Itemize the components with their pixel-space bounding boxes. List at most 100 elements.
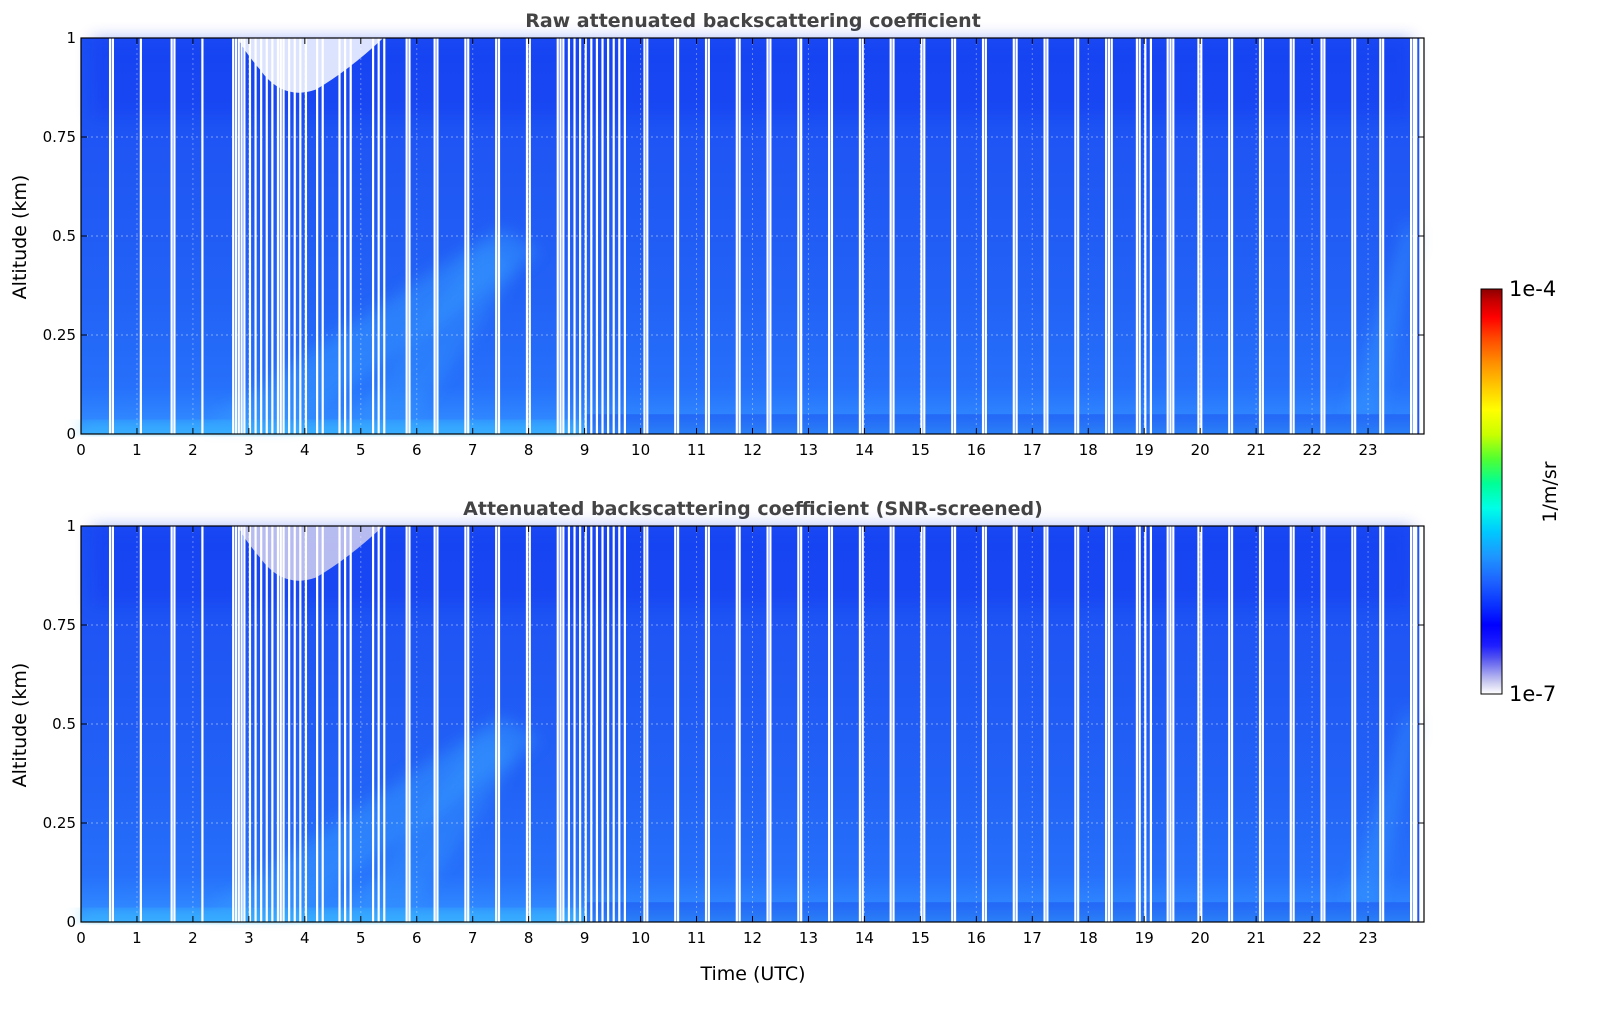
heatmap-area <box>81 526 1424 922</box>
data-gap <box>735 38 738 434</box>
data-gap <box>923 38 926 434</box>
data-gap <box>579 38 582 434</box>
colorbar-max-label: 1e-4 <box>1509 277 1556 301</box>
data-gap <box>1258 526 1262 922</box>
data-gap <box>1410 38 1413 434</box>
data-gap <box>304 38 308 434</box>
data-gap <box>623 38 626 434</box>
data-gap <box>1043 526 1046 922</box>
x-ticks: 0 1 2 3 4 5 6 7 8 9 10 11 12 13 14 15 16 17 18 19 20 21 22 23 <box>76 38 1378 459</box>
data-gap <box>232 38 235 434</box>
data-gap <box>299 38 302 434</box>
data-gap <box>1138 38 1141 434</box>
panel-bottom: Attenuated backscattering coefficient (S… <box>9 498 1425 985</box>
x-tick-label: 8 <box>524 929 534 947</box>
x-ticks: 0 1 2 3 4 5 6 7 8 9 10 11 12 13 14 15 16 17 18 19 20 21 22 23 <box>76 526 1378 947</box>
data-gap <box>1046 38 1049 434</box>
x-tick-label: 16 <box>967 441 986 459</box>
data-gap <box>1172 38 1175 434</box>
data-gap <box>1351 38 1354 434</box>
plot-frame <box>80 37 1425 435</box>
data-gap <box>923 526 926 922</box>
data-gap <box>1169 526 1172 922</box>
data-gap <box>344 38 347 434</box>
data-gap <box>981 526 985 922</box>
x-tick-label: 7 <box>468 929 478 947</box>
data-gap <box>559 526 562 922</box>
y-ticks: 0 0.25 0.5 0.75 1 <box>43 517 1424 931</box>
x-tick-label: 9 <box>580 441 590 459</box>
data-gap <box>371 38 375 434</box>
data-gap <box>707 526 710 922</box>
data-gap <box>344 526 347 922</box>
x-tick-label: 0 <box>76 441 86 459</box>
data-gap <box>858 526 862 922</box>
data-gap <box>1166 526 1169 922</box>
y-axis-label: Altitude (km) <box>9 663 31 788</box>
data-gap <box>769 526 772 922</box>
data-gap <box>984 38 987 434</box>
data-gap <box>889 38 892 434</box>
data-gap <box>1258 38 1262 434</box>
data-gap <box>1323 526 1326 922</box>
data-gap <box>1197 526 1200 922</box>
data-gap <box>1110 526 1113 922</box>
data-gap <box>260 38 263 434</box>
data-gap <box>1077 526 1080 922</box>
data-gap <box>436 38 439 434</box>
data-gap <box>321 526 324 922</box>
colorbar: 1e-4 1e-7 1/m/sr <box>1480 277 1561 706</box>
data-gap <box>108 526 112 922</box>
x-tick-label: 10 <box>631 441 650 459</box>
data-gap <box>1166 38 1169 434</box>
x-tick-label: 17 <box>1023 929 1042 947</box>
data-gap <box>316 38 319 434</box>
data-gap <box>288 38 291 434</box>
data-gap <box>1138 526 1141 922</box>
x-tick-label: 4 <box>300 929 310 947</box>
data-gap <box>1320 38 1323 434</box>
colorbar-label: 1/m/sr <box>1539 461 1561 522</box>
data-gap <box>495 38 498 434</box>
x-tick-label: 19 <box>1135 929 1154 947</box>
data-gap <box>1077 38 1080 434</box>
data-gap <box>260 526 263 922</box>
data-gap <box>584 38 587 434</box>
data-gap <box>528 526 531 922</box>
data-gap <box>674 38 677 434</box>
data-gap <box>920 526 923 922</box>
data-gap <box>1379 526 1382 922</box>
data-gap <box>1012 526 1015 922</box>
data-gap <box>1046 526 1049 922</box>
data-gap <box>953 526 957 922</box>
data-gap <box>293 526 296 922</box>
data-gap <box>1110 38 1113 434</box>
x-tick-label: 2 <box>188 929 198 947</box>
data-gap <box>1074 38 1077 434</box>
data-gap <box>1228 38 1231 434</box>
data-gap <box>704 38 708 434</box>
y-tick-label: 0 <box>66 913 76 931</box>
heatmap-surface-layer <box>81 910 585 922</box>
data-gap <box>240 38 243 434</box>
data-gap <box>797 38 800 434</box>
x-tick-label: 1 <box>132 441 142 459</box>
data-gap <box>271 526 274 922</box>
x-tick-label: 15 <box>911 441 930 459</box>
x-tick-label: 15 <box>911 929 930 947</box>
data-gap <box>495 526 498 922</box>
data-gap <box>1200 38 1203 434</box>
data-gap <box>646 38 649 434</box>
data-gap <box>234 38 238 434</box>
x-tick-label: 20 <box>1191 441 1210 459</box>
data-gap <box>304 526 308 922</box>
data-gap <box>861 526 864 922</box>
data-gap <box>173 38 176 434</box>
x-tick-label: 3 <box>244 929 254 947</box>
data-gap <box>858 38 862 434</box>
data-gap <box>562 38 565 434</box>
data-gap <box>595 38 599 434</box>
data-gap <box>1289 526 1292 922</box>
data-gap <box>254 526 257 922</box>
data-gap <box>643 526 646 922</box>
